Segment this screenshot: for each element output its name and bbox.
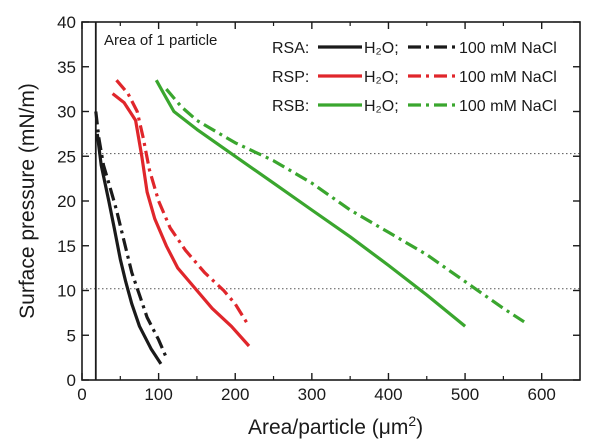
- x-axis-title: Area/particle (μm2): [248, 413, 423, 439]
- legend-label-rsp: RSP:: [272, 69, 309, 86]
- series-layer: [94, 79, 525, 365]
- x-axis-title-exponent: 2: [408, 413, 416, 429]
- x-tick-label: 600: [528, 385, 556, 404]
- y-tick-label: 10: [57, 282, 76, 301]
- legend-label-rsa: RSA:: [272, 40, 309, 57]
- y-tick-label: 35: [57, 58, 76, 77]
- x-tick-label: 500: [451, 385, 479, 404]
- x-tick-label: 100: [144, 385, 172, 404]
- y-tick-label: 30: [57, 103, 76, 122]
- series-rsa-h2o-line: [95, 133, 163, 365]
- y-tick-label: 25: [57, 147, 76, 166]
- legend: RSA: H₂O; 100 mM NaCl RSP: H₂O; 100 mM NaCl RS…: [272, 40, 557, 115]
- legend-nacl-text: 100 mM NaCl: [459, 98, 557, 115]
- x-axis-title-close: ): [416, 416, 423, 439]
- series-rsp-h2o-line: [111, 92, 251, 348]
- legend-h2o-text: H₂O;: [364, 98, 399, 115]
- y-axis-ticks: 0 5 10 15 20 25 30 35 40: [57, 13, 580, 390]
- y-tick-label: 0: [67, 371, 76, 390]
- x-tick-label: 0: [77, 385, 86, 404]
- legend-h2o-text: H₂O;: [364, 69, 399, 86]
- y-axis-title: Surface pressure (mN/m): [16, 83, 39, 319]
- legend-h2o-text: H₂O;: [364, 40, 399, 57]
- y-tick-label: 15: [57, 237, 76, 256]
- x-tick-label: 200: [221, 385, 249, 404]
- legend-nacl-text: 100 mM NaCl: [459, 40, 557, 57]
- y-tick-label: 20: [57, 192, 76, 211]
- particle-area-marker-label: Area of 1 particle: [104, 32, 217, 49]
- x-axis-title-main: Area/particle (: [248, 416, 379, 439]
- x-axis-title-unit: μm: [379, 416, 409, 439]
- y-tick-label: 5: [67, 326, 76, 345]
- x-tick-label: 300: [298, 385, 326, 404]
- x-axis-ticks: 0 100 200 300 400 500 600: [77, 22, 556, 404]
- legend-nacl-text: 100 mM NaCl: [459, 69, 557, 86]
- series-rsb-h2o-line: [154, 79, 467, 328]
- series-rsb-nacl-line: [165, 88, 525, 324]
- series-rsa-nacl-line: [94, 111, 168, 359]
- y-tick-label: 40: [57, 13, 76, 32]
- x-tick-label: 400: [374, 385, 402, 404]
- series-rsp-nacl-line: [115, 79, 251, 328]
- reference-lines: [82, 153, 580, 290]
- legend-label-rsb: RSB:: [272, 98, 309, 115]
